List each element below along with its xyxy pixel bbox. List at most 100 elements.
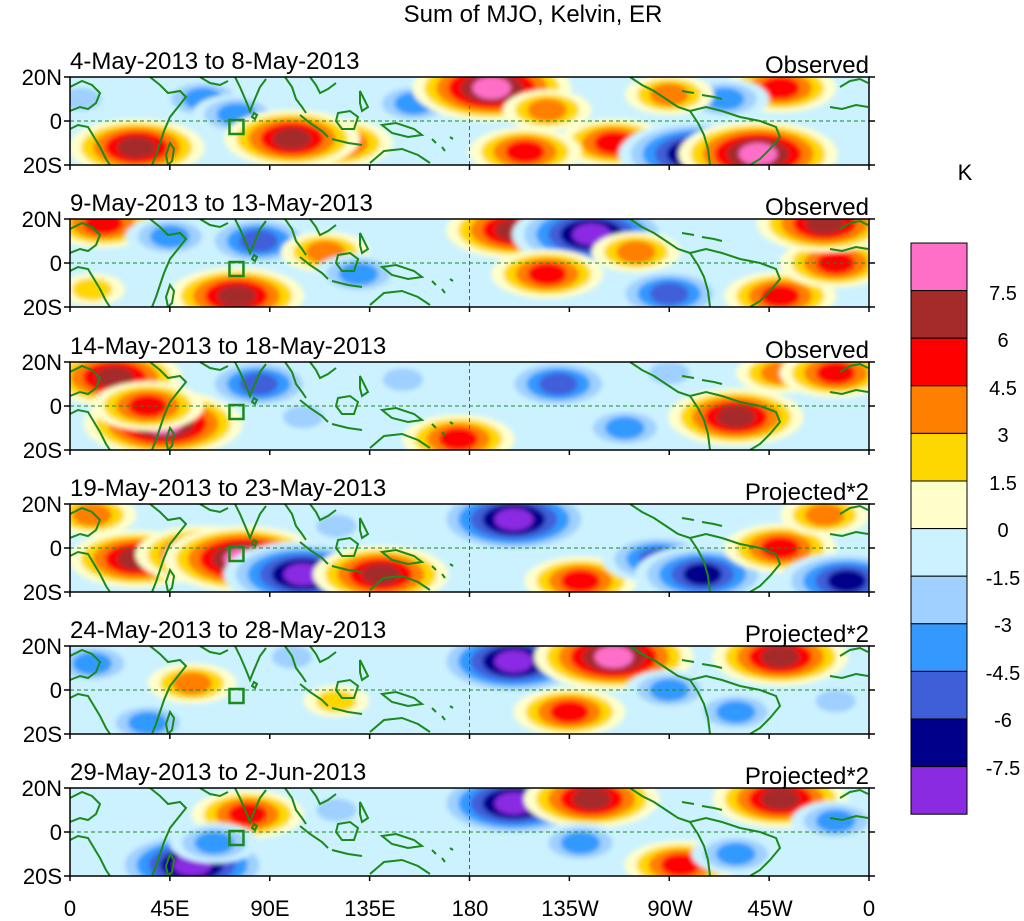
contour-level	[815, 809, 856, 833]
y-tick-label: 0	[50, 109, 62, 134]
anomaly-cell	[402, 414, 515, 450]
region-box	[228, 687, 245, 705]
contour-level	[316, 798, 357, 822]
anomaly-contours	[112, 788, 869, 876]
anomaly-cell	[712, 646, 849, 686]
anomaly-cell	[169, 822, 259, 864]
anomaly-cell	[779, 238, 869, 288]
contour-level	[117, 136, 156, 159]
colorbar-legend: K 7.5 6 4.5 3 1.5 0 -1.5 -3 -4.5 -6 -7.5	[910, 160, 1020, 815]
y-tick-label: 20N	[22, 776, 62, 801]
contour-level	[705, 87, 745, 111]
x-tick-label: 90W	[647, 896, 692, 921]
anomaly-field	[70, 362, 869, 450]
map-panel: 14-May-2013 to 18-May-2013 Observed 20N 0 20…	[22, 333, 875, 463]
anomaly-cell	[202, 362, 315, 409]
contour-level	[594, 646, 634, 669]
legend-swatch	[910, 575, 968, 625]
legend-label: 4.5	[989, 378, 1017, 400]
panel-date-label: 14-May-2013 to 18-May-2013	[70, 333, 386, 360]
contour-level	[572, 788, 611, 811]
region-box	[228, 260, 245, 278]
y-tick-label: 0	[50, 251, 62, 276]
contour-level	[438, 427, 478, 450]
region-box	[228, 118, 245, 136]
legend-swatch	[910, 528, 968, 577]
y-tick-label: 20S	[23, 295, 62, 320]
panel-tag-label: Projected*2	[745, 621, 869, 648]
anomaly-cell	[502, 89, 592, 131]
y-tick-label: 20N	[22, 65, 62, 90]
contour-level	[605, 416, 645, 440]
anomaly-cell	[779, 362, 869, 398]
contour-level	[760, 646, 800, 669]
anomaly-cell	[168, 267, 305, 307]
contour-level	[472, 77, 511, 100]
legend-swatch	[910, 337, 968, 387]
contour-level	[716, 842, 756, 866]
legend-label: 1.5	[989, 473, 1017, 495]
map-panel: 29-May-2013 to 2-Jun-2013 Projected*2 20N 0…	[22, 759, 875, 889]
legend-swatch	[910, 290, 968, 339]
anomaly-cell	[779, 552, 869, 592]
map-panel: 19-May-2013 to 23-May-2013 Projected*2 20N…	[22, 475, 875, 605]
x-tick-label: 135W	[541, 896, 599, 921]
region-box	[228, 545, 245, 563]
y-tick-label: 20S	[23, 580, 62, 605]
legend-boxes	[910, 242, 968, 815]
contour-level	[338, 262, 379, 286]
panel-date-label: 19-May-2013 to 23-May-2013	[70, 475, 386, 502]
anomaly-cell	[580, 407, 670, 449]
panel-tag-label: Observed	[765, 194, 869, 221]
anomaly-field	[70, 788, 869, 876]
anomaly-cell	[125, 219, 215, 257]
anomaly-cell	[691, 833, 781, 875]
y-tick-label: 0	[50, 394, 62, 419]
anomaly-cell	[70, 504, 137, 536]
contour-level	[127, 711, 168, 734]
legend-swatch	[910, 385, 968, 434]
region-box	[228, 403, 245, 421]
y-tick-label: 0	[50, 678, 62, 703]
anomaly-field	[70, 77, 869, 165]
contour-level	[649, 83, 689, 106]
contour-level	[272, 127, 312, 150]
legend-label: -6	[994, 710, 1012, 732]
x-tick-label: 0	[863, 896, 875, 921]
anomaly-contours	[70, 504, 869, 592]
anomaly-cell	[434, 504, 594, 553]
x-axis: 0 45E 90E 135E 180 135W 90W 45W 0	[64, 896, 875, 921]
contour-level	[815, 689, 856, 713]
contour-level	[494, 650, 534, 673]
contour-level	[494, 792, 534, 815]
anomaly-contours	[70, 362, 869, 450]
anomaly-contours	[70, 77, 838, 165]
contour-level	[95, 366, 134, 389]
anomaly-cell	[303, 685, 370, 717]
panel-tag-label: Projected*2	[745, 479, 869, 506]
x-tick-label: 45W	[747, 896, 792, 921]
anomaly-cell	[468, 127, 582, 165]
y-tick-label: 20N	[22, 350, 62, 375]
legend-label: -4.5	[986, 663, 1020, 685]
contour-level	[649, 678, 689, 702]
contour-level	[760, 77, 800, 100]
panel-date-label: 4-May-2013 to 8-May-2013	[70, 48, 359, 75]
legend-swatch	[910, 718, 968, 768]
contour-level	[72, 504, 112, 527]
x-tick-label: 45E	[150, 896, 189, 921]
anomaly-cell	[634, 545, 771, 592]
anomaly-cell	[624, 77, 714, 115]
anomaly-cell	[668, 388, 804, 446]
panel-date-label: 24-May-2013 to 28-May-2013	[70, 617, 386, 644]
map-panel: 9-May-2013 to 13-May-2013 Observed 20N 0 20S	[22, 190, 875, 320]
y-tick-label: 20N	[22, 634, 62, 659]
contour-level	[760, 284, 800, 307]
anomaly-contours	[70, 646, 869, 734]
legend-swatch	[910, 480, 968, 530]
contour-level	[660, 853, 700, 876]
contour-level	[538, 372, 578, 396]
legend-swatch	[910, 766, 968, 815]
legend-label: -7.5	[986, 758, 1020, 780]
